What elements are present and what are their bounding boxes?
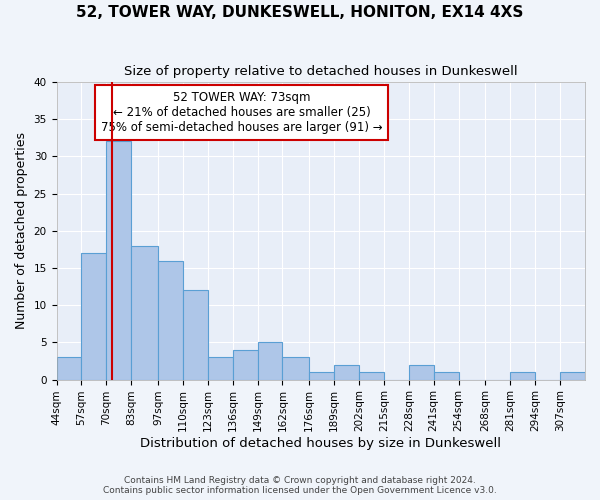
Bar <box>409 364 434 380</box>
Bar <box>257 342 283 380</box>
Bar <box>208 358 233 380</box>
Y-axis label: Number of detached properties: Number of detached properties <box>15 132 28 330</box>
Bar <box>334 364 359 380</box>
Bar <box>106 142 131 380</box>
Bar <box>82 253 106 380</box>
Bar <box>283 358 309 380</box>
Title: Size of property relative to detached houses in Dunkeswell: Size of property relative to detached ho… <box>124 65 518 78</box>
Text: 52, TOWER WAY, DUNKESWELL, HONITON, EX14 4XS: 52, TOWER WAY, DUNKESWELL, HONITON, EX14… <box>76 5 524 20</box>
Bar <box>56 358 82 380</box>
Bar <box>309 372 334 380</box>
Bar <box>158 260 183 380</box>
Bar <box>511 372 535 380</box>
Bar <box>359 372 384 380</box>
Bar <box>183 290 208 380</box>
Text: Contains HM Land Registry data © Crown copyright and database right 2024.
Contai: Contains HM Land Registry data © Crown c… <box>103 476 497 495</box>
Bar <box>434 372 458 380</box>
Bar <box>233 350 257 380</box>
Bar <box>131 246 158 380</box>
Text: 52 TOWER WAY: 73sqm
← 21% of detached houses are smaller (25)
75% of semi-detach: 52 TOWER WAY: 73sqm ← 21% of detached ho… <box>101 91 382 134</box>
Bar <box>560 372 585 380</box>
X-axis label: Distribution of detached houses by size in Dunkeswell: Distribution of detached houses by size … <box>140 437 501 450</box>
